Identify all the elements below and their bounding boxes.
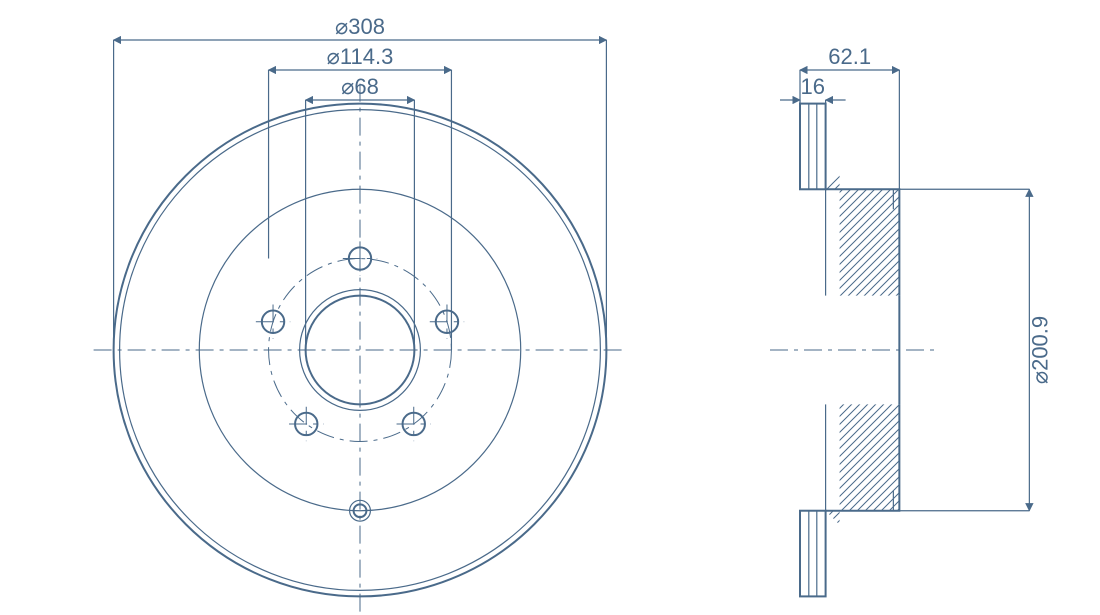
dim-bolt-circle-diameter: ⌀114.3 [327, 44, 394, 69]
dim-thickness: 16 [801, 74, 825, 99]
dim-outer-diameter: ⌀308 [335, 14, 385, 39]
technical-drawing: ⌀308 ⌀114.3 ⌀68 62.116 ⌀200.9 [0, 0, 1100, 615]
friction-ring [800, 104, 826, 190]
dim-overall-width: 62.1 [828, 44, 871, 69]
dim-hub-diameter: ⌀200.9 [1027, 316, 1052, 384]
friction-ring [800, 511, 826, 597]
dim-center-bore: ⌀68 [341, 74, 379, 99]
